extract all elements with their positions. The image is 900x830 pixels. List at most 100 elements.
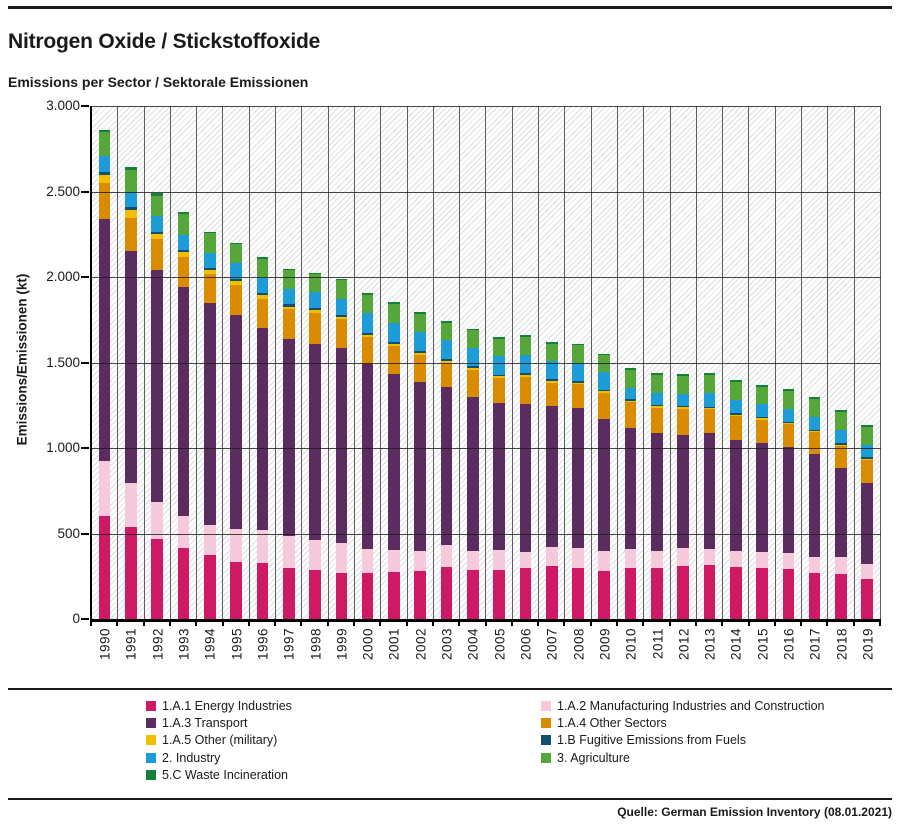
- x-tick-mark-13: [431, 620, 434, 626]
- segment-1998-1.A.4: [309, 312, 321, 345]
- stacked-bar-2014: [729, 380, 742, 619]
- segment-2018-1.A.5: [835, 444, 847, 446]
- segment-2000-1.A.3: [361, 363, 374, 550]
- segment-1997-1.A.5: [282, 306, 295, 310]
- x-tick-mark-14: [458, 620, 461, 626]
- segment-2011-1.A.2: [651, 550, 663, 569]
- segment-2002-1.A.3: [414, 382, 427, 551]
- stacked-bar-1991: [125, 167, 137, 619]
- segment-1992-2.: [151, 216, 164, 232]
- segment-2008-5.C: [572, 343, 584, 346]
- segment-2009-1.A.1: [598, 570, 611, 619]
- y-tick-label-2000: 2.000: [46, 269, 80, 284]
- x-axis-label-2008: 2008: [571, 628, 586, 661]
- segment-2000-1.A.4: [361, 336, 374, 364]
- segment-2011-3.: [651, 374, 663, 393]
- segment-1997-1.A.4: [282, 309, 295, 340]
- stacked-bar-2012: [677, 374, 689, 619]
- segment-2005-1.B: [493, 374, 505, 377]
- segment-1998-1.A.1: [309, 569, 321, 619]
- segment-1991-5.C: [125, 167, 137, 170]
- segment-1994-3.: [204, 233, 216, 254]
- x-axis-label-2003: 2003: [439, 628, 455, 661]
- segment-1992-1.A.1: [151, 539, 164, 619]
- x-axis-label-2005: 2005: [492, 628, 508, 661]
- legend-column-right: 1.A.2 Manufacturing Industries and Const…: [541, 697, 825, 767]
- stacked-bar-2017: [808, 396, 821, 619]
- segment-1992-1.B: [151, 231, 164, 234]
- stacked-bar-2008: [572, 343, 584, 619]
- segment-1996-2.: [256, 277, 269, 293]
- x-tick-mark-12: [405, 620, 408, 626]
- segment-2018-2.: [835, 430, 847, 443]
- segment-2003-3.: [440, 322, 453, 340]
- segment-2005-1.A.5: [493, 376, 505, 378]
- segment-1991-1.A.1: [125, 526, 137, 619]
- segment-2015-1.B: [756, 416, 768, 419]
- segment-2013-3.: [703, 375, 716, 393]
- x-axis-label-1998: 1998: [308, 628, 324, 661]
- segment-2012-1.A.3: [677, 434, 689, 549]
- segment-2019-1.A.3: [861, 482, 874, 564]
- legend-item-1.B: 1.B Fugitive Emissions from Fuels: [541, 732, 825, 749]
- segment-2013-1.B: [703, 406, 716, 409]
- segment-2006-1.A.3: [519, 403, 532, 552]
- x-tick-mark-7: [274, 620, 277, 626]
- segment-2002-3.: [414, 314, 427, 333]
- legend-item-5.C: 5.C Waste Incineration: [146, 767, 292, 784]
- legend-divider-rule: [8, 688, 892, 690]
- legend-swatch-icon: [146, 718, 156, 729]
- x-axis-label-1996: 1996: [255, 628, 271, 661]
- segment-2003-1.A.2: [440, 544, 453, 568]
- legend-label: 2. Industry: [162, 750, 221, 765]
- segment-2015-1.A.3: [756, 442, 768, 552]
- segment-1998-2.: [309, 292, 321, 308]
- x-axis-label-2004: 2004: [465, 628, 481, 661]
- segment-2003-1.B: [440, 358, 453, 361]
- segment-2005-1.A.3: [493, 402, 505, 550]
- segment-1999-5.C: [335, 278, 348, 281]
- segment-2019-1.A.5: [861, 458, 874, 460]
- segment-2001-1.A.1: [388, 571, 400, 619]
- segment-2006-1.A.2: [519, 551, 532, 569]
- legend-swatch-icon: [146, 770, 156, 781]
- legend-label: 1.A.5 Other (military): [162, 733, 278, 748]
- segment-2007-1.A.3: [545, 405, 558, 547]
- segment-2013-1.A.3: [703, 432, 716, 550]
- segment-2016-1.A.4: [782, 424, 795, 447]
- segment-2016-1.B: [782, 421, 795, 424]
- segment-1993-1.A.3: [177, 286, 190, 516]
- segment-2008-1.A.2: [572, 548, 584, 569]
- segment-2003-1.A.1: [440, 567, 453, 619]
- segment-1999-1.A.1: [335, 572, 348, 619]
- y-tick-label-0: 0: [72, 611, 80, 626]
- segment-1995-1.A.5: [230, 280, 242, 286]
- segment-2000-1.A.5: [361, 334, 374, 337]
- segment-1997-5.C: [282, 268, 295, 271]
- segment-1993-1.A.1: [177, 548, 190, 619]
- legend-label: 1.B Fugitive Emissions from Fuels: [557, 733, 746, 748]
- x-tick-mark-4: [195, 620, 198, 626]
- segment-2010-2.: [624, 388, 637, 399]
- segment-2007-1.A.2: [545, 546, 558, 566]
- segment-2006-2.: [519, 354, 532, 374]
- segment-1999-1.A.4: [335, 318, 348, 348]
- segment-2004-1.A.3: [466, 396, 479, 551]
- segment-2014-1.A.1: [729, 567, 742, 619]
- segment-1990-5.C: [98, 130, 111, 133]
- plot-area: [90, 106, 881, 622]
- segment-2010-5.C: [624, 368, 637, 370]
- segment-1996-1.A.1: [256, 563, 269, 619]
- segment-2004-5.C: [466, 328, 479, 331]
- segment-2013-5.C: [703, 373, 716, 376]
- segment-2019-3.: [861, 426, 874, 445]
- segment-2014-2.: [729, 400, 742, 413]
- x-tick-mark-1: [116, 620, 119, 626]
- segment-2017-1.A.5: [808, 431, 821, 433]
- x-axis-label-2001: 2001: [386, 628, 402, 661]
- legend-swatch-icon: [541, 718, 551, 729]
- segment-1990-1.B: [98, 171, 111, 176]
- y-tick-label-3000: 3.000: [46, 98, 80, 113]
- segment-2010-3.: [624, 369, 637, 389]
- segment-2017-1.A.1: [808, 572, 821, 619]
